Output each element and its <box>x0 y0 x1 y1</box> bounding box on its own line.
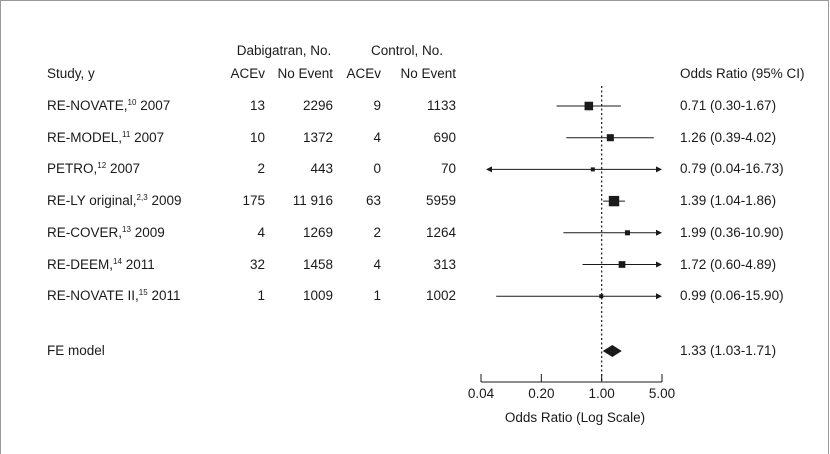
dabigatran-noevent-cell: 1458 <box>302 256 333 272</box>
dabigatran-noevent-cell: 1372 <box>302 129 333 145</box>
or-text-cell: 1.72 (0.60-4.89) <box>680 256 777 272</box>
study-reference: 2,3 <box>136 193 148 203</box>
or-text-cell: 0.99 (0.06-15.90) <box>680 288 784 304</box>
ci-arrow-left <box>486 166 492 173</box>
study-name: RE-DEEM, <box>47 256 114 272</box>
study-label: RE-NOVATE,10 2007 <box>47 98 170 114</box>
or-text-cell: 1.39 (1.04-1.86) <box>680 193 777 209</box>
summary-label: FE model <box>47 343 105 358</box>
study-reference: 10 <box>127 98 137 107</box>
dabigatran-acev-header: ACEv <box>230 66 265 81</box>
study-label: RE-NOVATE II,15 2011 <box>47 288 180 304</box>
control-acev-cell: 0 <box>373 161 381 177</box>
study-name: RE-LY original, <box>47 193 137 209</box>
control-noevent-cell: 5959 <box>425 193 456 209</box>
study-name: RE-NOVATE, <box>47 98 128 113</box>
dabigatran-noevent-cell: 443 <box>310 161 333 177</box>
study-name: PETRO, <box>47 161 98 177</box>
control-acev-cell: 1 <box>373 288 381 304</box>
study-year: 2007 <box>134 129 165 145</box>
x-axis-tick-label: 0.20 <box>528 386 554 401</box>
study-year: 2007 <box>140 98 171 113</box>
control-acev-cell: 2 <box>373 224 381 240</box>
or-column-header: Odds Ratio (95% CI) <box>680 66 805 81</box>
point-estimate <box>584 101 594 111</box>
study-year: 2009 <box>151 193 182 209</box>
dabigatran-acev-cell: 13 <box>249 98 265 113</box>
control-group-header: Control, No. <box>370 43 444 58</box>
frame-right-border <box>828 0 829 454</box>
dabigatran-noevent-cell: 1269 <box>302 224 333 240</box>
point-estimate <box>590 167 595 172</box>
dabigatran-noevent-cell: 11 916 <box>292 193 333 209</box>
point-estimate <box>624 230 630 236</box>
control-noevent-cell: 313 <box>433 256 456 272</box>
point-estimate <box>608 195 620 207</box>
ci-arrow-right <box>656 293 662 300</box>
control-noevent-cell: 1264 <box>425 224 456 240</box>
control-acev-header: ACEv <box>346 66 381 81</box>
ci-arrow-right <box>656 166 662 173</box>
control-acev-cell: 4 <box>373 129 381 145</box>
study-label: RE-LY original,2,3 2009 <box>47 193 181 209</box>
study-label: RE-COVER,13 2009 <box>47 225 165 241</box>
or-text-cell: 0.71 (0.30-1.67) <box>680 98 777 113</box>
study-name: RE-NOVATE II, <box>47 288 139 304</box>
study-label: RE-MODEL,11 2007 <box>47 130 164 146</box>
x-axis-label: Odds Ratio (Log Scale) <box>504 410 646 425</box>
control-acev-cell: 4 <box>373 256 381 272</box>
dabigatran-acev-cell: 175 <box>242 193 265 209</box>
study-name: RE-COVER, <box>47 224 123 240</box>
study-reference: 12 <box>97 161 107 171</box>
dabigatran-noevent-cell: 2296 <box>302 98 333 113</box>
control-acev-cell: 63 <box>365 193 381 209</box>
study-year: 2011 <box>151 288 181 304</box>
control-acev-cell: 9 <box>373 98 381 113</box>
frame-top-border <box>0 0 829 1</box>
summary-diamond <box>602 345 622 357</box>
control-noevent-cell: 1002 <box>425 288 456 304</box>
or-text-cell: 1.26 (0.39-4.02) <box>680 129 777 145</box>
study-reference: 15 <box>138 288 148 298</box>
dabigatran-acev-cell: 1 <box>257 288 265 304</box>
study-reference: 14 <box>113 256 122 266</box>
frame-left-border <box>0 0 1 454</box>
dabigatran-acev-cell: 10 <box>249 129 265 145</box>
summary-or-text: 1.33 (1.03-1.71) <box>680 343 777 358</box>
or-text-cell: 0.79 (0.04-16.73) <box>680 161 784 177</box>
ci-arrow-right <box>656 229 662 236</box>
study-column-header: Study, y <box>47 66 95 81</box>
study-label: RE-DEEM,14 2011 <box>47 257 155 273</box>
control-noevent-cell: 690 <box>433 129 456 145</box>
x-axis-tick-label: 0.04 <box>468 386 495 401</box>
dabigatran-acev-cell: 2 <box>257 161 265 177</box>
dabigatran-noevent-header: No Event <box>277 66 333 81</box>
ci-arrow-right <box>656 261 662 268</box>
control-noevent-cell: 1133 <box>426 98 456 113</box>
study-name: RE-MODEL, <box>47 129 123 145</box>
x-axis-tick-label: 5.00 <box>649 386 675 401</box>
study-year: 2011 <box>125 256 155 272</box>
dabigatran-noevent-cell: 1009 <box>302 288 333 304</box>
point-estimate <box>618 261 626 268</box>
x-axis-tick-label: 1.00 <box>589 386 615 401</box>
study-reference: 13 <box>122 224 131 234</box>
control-noevent-cell: 70 <box>440 161 456 177</box>
point-estimate <box>599 294 604 299</box>
dabigatran-acev-cell: 4 <box>257 224 265 240</box>
study-year: 2009 <box>134 224 165 240</box>
study-year: 2007 <box>109 161 140 177</box>
dabigatran-group-header: Dabigatran, No. <box>236 43 332 58</box>
point-estimate <box>606 134 614 142</box>
study-reference: 11 <box>122 129 131 139</box>
control-noevent-header: No Event <box>400 66 456 81</box>
or-text-cell: 1.99 (0.36-10.90) <box>680 224 784 240</box>
study-label: PETRO,12 2007 <box>47 161 140 177</box>
dabigatran-acev-cell: 32 <box>249 256 265 272</box>
